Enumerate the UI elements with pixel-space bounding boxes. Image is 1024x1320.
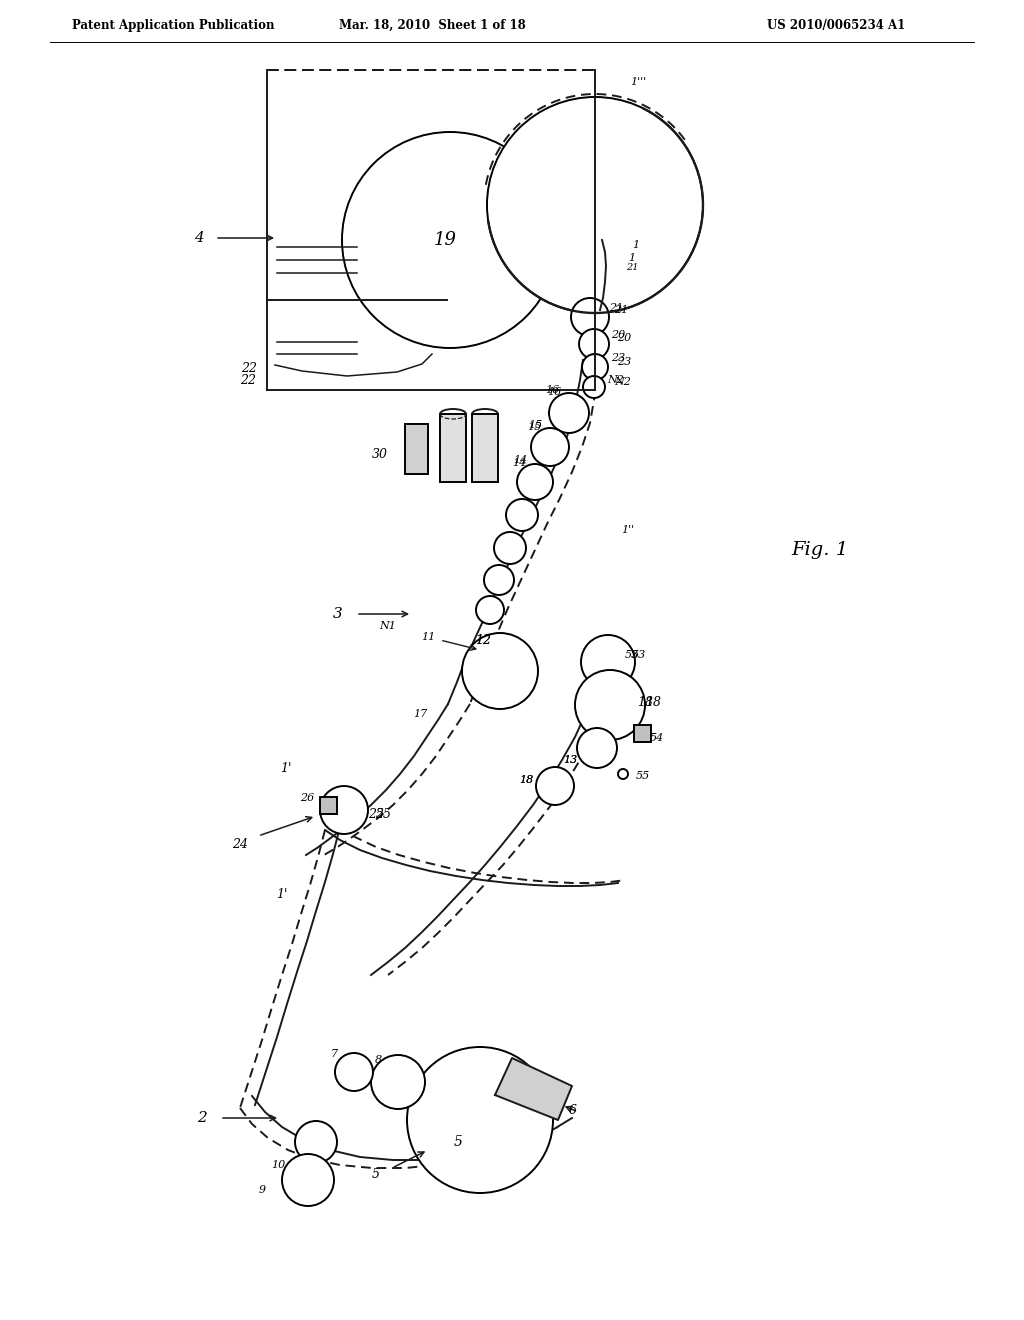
Text: 5: 5 [454,1135,463,1148]
Text: N2: N2 [614,378,631,387]
Text: 2: 2 [198,1111,207,1125]
Text: 53: 53 [625,649,639,660]
Text: 19: 19 [433,231,457,249]
Text: 21: 21 [614,305,629,315]
Text: 1'': 1'' [622,525,635,535]
Text: 14: 14 [512,458,526,469]
Text: Patent Application Publication: Patent Application Publication [72,18,274,32]
Circle shape [295,1121,337,1163]
Text: 12: 12 [475,634,490,647]
Text: 3: 3 [333,607,343,620]
Bar [472,414,498,482]
Bar [634,725,651,742]
Text: 22: 22 [241,362,257,375]
Text: 13: 13 [563,755,578,766]
Text: 22: 22 [240,374,256,387]
Circle shape [484,565,514,595]
Bar [440,414,466,482]
Text: 16: 16 [545,385,559,395]
Circle shape [582,354,608,380]
Text: 1: 1 [629,253,636,263]
Circle shape [319,785,368,834]
Text: 21: 21 [626,264,638,272]
Text: 15: 15 [528,420,542,430]
Circle shape [407,1047,553,1193]
Circle shape [583,376,605,399]
Text: 7: 7 [331,1049,338,1059]
Text: 54: 54 [650,733,665,743]
Text: 23: 23 [617,356,631,367]
Text: 26: 26 [300,793,314,803]
Text: 10: 10 [271,1160,285,1170]
Text: 23: 23 [611,352,625,363]
Circle shape [577,729,617,768]
Text: 1': 1' [276,888,288,902]
Text: 8: 8 [375,1055,382,1065]
Text: 14: 14 [513,455,527,465]
Text: 12: 12 [475,634,490,647]
Circle shape [571,298,609,337]
Circle shape [581,635,635,689]
Bar [406,424,428,474]
Circle shape [342,132,558,348]
Text: 18: 18 [637,696,653,709]
Polygon shape [495,1059,572,1119]
Text: 11: 11 [421,632,435,642]
Text: US 2010/0065234 A1: US 2010/0065234 A1 [767,18,905,32]
Text: Fig. 1: Fig. 1 [792,541,849,558]
Text: 30: 30 [372,447,388,461]
Circle shape [462,634,538,709]
Circle shape [476,597,504,624]
Text: N1: N1 [380,620,396,631]
Text: 25: 25 [368,808,384,821]
Text: 1: 1 [633,240,640,249]
Text: Mar. 18, 2010  Sheet 1 of 18: Mar. 18, 2010 Sheet 1 of 18 [339,18,525,32]
Circle shape [494,532,526,564]
Circle shape [536,767,574,805]
Text: 21: 21 [609,304,624,313]
Text: 24: 24 [232,837,248,850]
Text: 1': 1' [281,762,292,775]
Text: 53: 53 [632,649,646,660]
Circle shape [371,1055,425,1109]
Circle shape [335,1053,373,1092]
Circle shape [549,393,589,433]
Text: 18: 18 [519,775,534,785]
Text: 16: 16 [547,387,561,397]
Circle shape [282,1154,334,1206]
Text: 18: 18 [645,696,662,709]
Text: 1''': 1''' [630,77,646,87]
Circle shape [579,329,609,359]
Text: 5: 5 [372,1167,380,1180]
Text: 6: 6 [569,1104,577,1117]
Text: 18: 18 [519,775,534,785]
Text: 15: 15 [527,422,541,432]
Circle shape [506,499,538,531]
Bar [319,797,337,814]
Text: 13: 13 [563,755,578,766]
Circle shape [531,428,569,466]
Text: 20: 20 [611,330,625,341]
Text: 55: 55 [636,771,650,781]
Text: 25: 25 [375,808,391,821]
Text: 9: 9 [258,1185,265,1195]
Text: 17: 17 [413,709,427,719]
Text: N2: N2 [607,375,625,385]
Circle shape [575,671,645,741]
Circle shape [517,465,553,500]
Text: 4: 4 [195,231,204,246]
Circle shape [487,96,703,313]
Circle shape [618,770,628,779]
Text: 20: 20 [617,333,631,343]
